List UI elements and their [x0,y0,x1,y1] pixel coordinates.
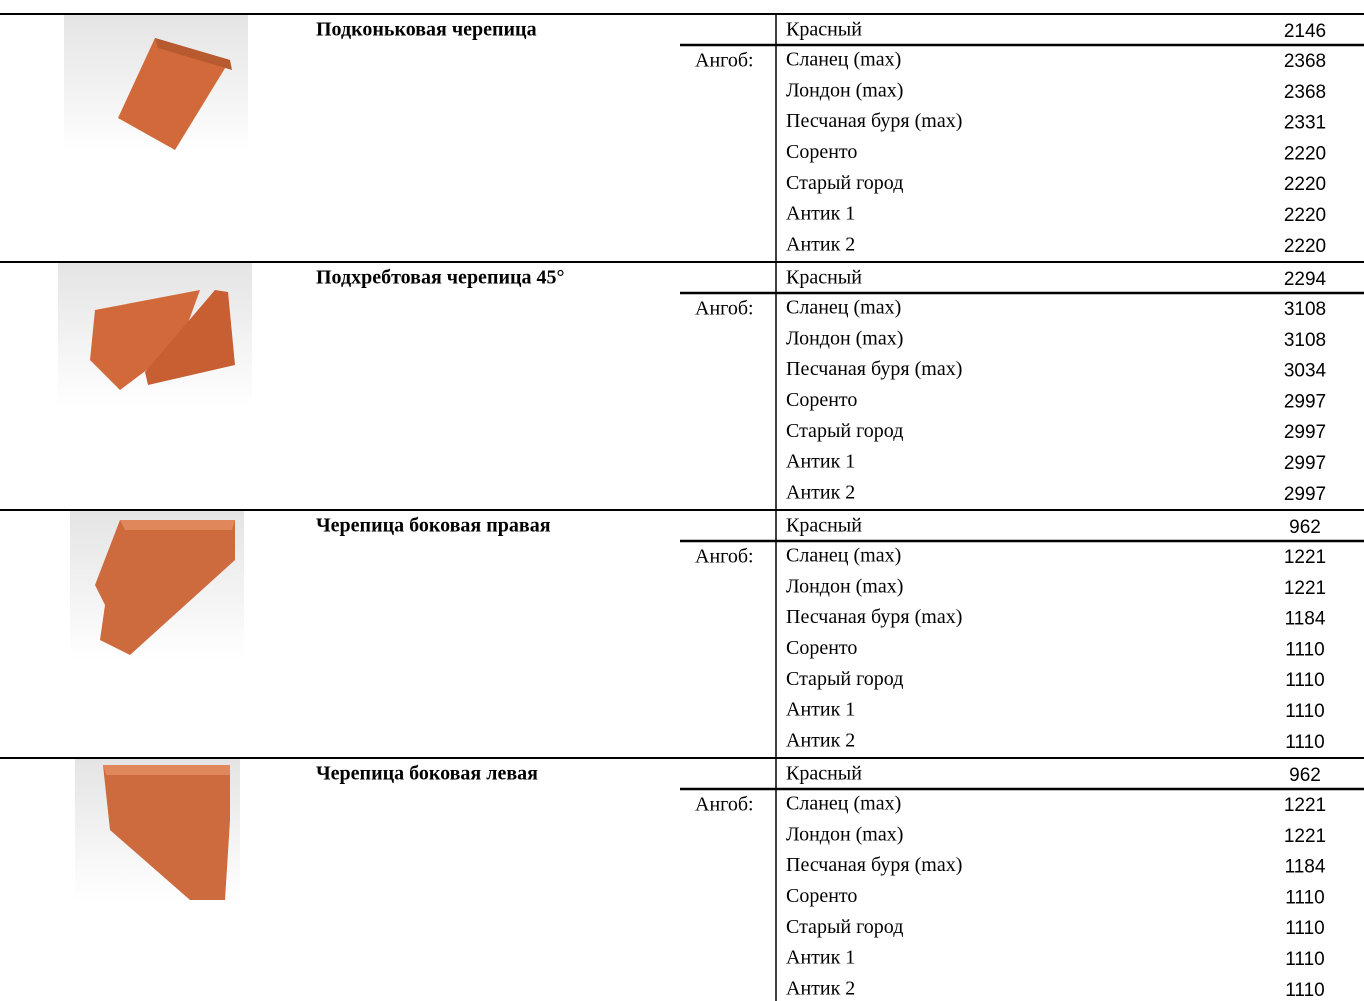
price: 1184 [1285,609,1326,630]
price: 962 [1289,517,1321,538]
price: 2220 [1284,143,1326,164]
color-name: Антик 1 [786,699,855,721]
color-name: Соренто [786,885,857,907]
color-name: Антик 1 [786,947,855,969]
price: 2220 [1284,205,1326,226]
price: 1221 [1284,578,1326,599]
color-name: Красный [786,19,862,41]
price: 1110 [1285,949,1324,970]
color-name: Старый город [786,172,903,194]
color-name: Красный [786,515,862,537]
price: 1221 [1284,547,1326,568]
color-name: Лондон (max) [786,823,903,845]
engobe-label: Ангоб: [695,298,754,320]
color-name: Соренто [786,141,857,163]
color-name: Сланец (max) [786,49,901,71]
color-name: Лондон (max) [786,327,903,349]
product-name: Черепица боковая правая [316,515,551,537]
color-name: Старый город [786,916,903,938]
color-name: Сланец (max) [786,297,901,319]
color-name: Песчаная буря (max) [786,358,962,380]
price: 1221 [1284,795,1326,816]
price: 2997 [1284,391,1326,412]
color-name: Соренто [786,637,857,659]
price: 2997 [1284,453,1326,474]
color-name: Красный [786,267,862,289]
price: 2220 [1284,236,1326,257]
color-name: Антик 1 [786,203,855,225]
price: 1110 [1285,732,1324,753]
product-name: Черепица боковая левая [316,763,538,785]
color-name: Соренто [786,389,857,411]
price: 1221 [1284,826,1326,847]
engobe-label: Ангоб: [695,794,754,816]
engobe-label: Ангоб: [695,50,754,72]
price: 1110 [1285,887,1324,908]
color-name: Старый город [786,668,903,690]
price: 3034 [1284,361,1327,382]
price: 3108 [1284,330,1326,351]
price: 2146 [1284,21,1326,42]
price: 1110 [1285,918,1324,939]
color-name: Антик 2 [786,481,855,503]
color-name: Сланец (max) [786,793,901,815]
price: 2997 [1284,422,1326,443]
price: 1110 [1285,670,1324,691]
price: 1110 [1285,639,1324,660]
price: 2368 [1284,82,1326,103]
product-name: Подконьковая черепица [316,19,537,41]
color-name: Сланец (max) [786,545,901,567]
price: 2997 [1284,484,1326,505]
price: 2294 [1284,269,1327,290]
color-name: Лондон (max) [786,79,903,101]
product-image [70,511,244,661]
product-image [75,759,240,902]
product-name: Подхребтовая черепица 45° [316,267,565,289]
color-name: Песчаная буря (max) [786,110,962,132]
color-name: Антик 2 [786,729,855,751]
price: 1110 [1285,980,1324,1001]
color-name: Антик 1 [786,451,855,473]
price: 962 [1289,765,1321,786]
price: 2368 [1284,51,1326,72]
color-name: Лондон (max) [786,575,903,597]
price: 2331 [1284,113,1326,134]
color-name: Песчаная буря (max) [786,854,962,876]
color-name: Старый город [786,420,903,442]
product-image [64,15,248,155]
color-name: Песчаная буря (max) [786,606,962,628]
price: 1184 [1285,857,1326,878]
product-image [58,263,252,408]
color-name: Антик 2 [786,233,855,255]
price: 2220 [1284,174,1326,195]
engobe-label: Ангоб: [695,546,754,568]
price: 1110 [1285,701,1324,722]
price: 3108 [1284,299,1326,320]
color-name: Красный [786,763,862,785]
color-name: Антик 2 [786,977,855,999]
